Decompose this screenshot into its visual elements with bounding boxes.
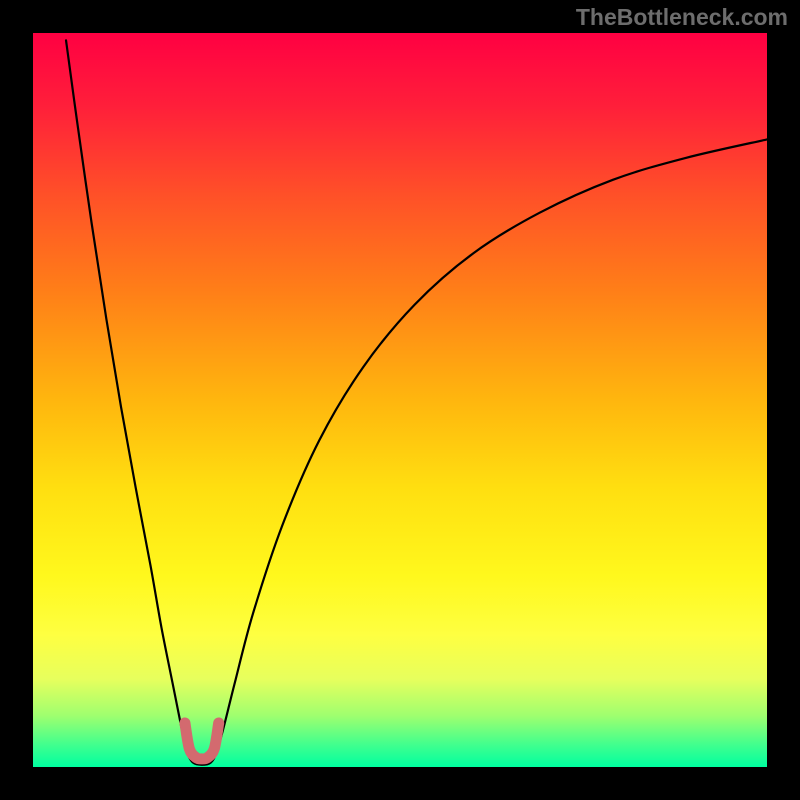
watermark-text: TheBottleneck.com xyxy=(576,4,788,31)
plot-background xyxy=(33,33,767,767)
bottleneck-chart xyxy=(0,0,800,800)
chart-stage: TheBottleneck.com xyxy=(0,0,800,800)
